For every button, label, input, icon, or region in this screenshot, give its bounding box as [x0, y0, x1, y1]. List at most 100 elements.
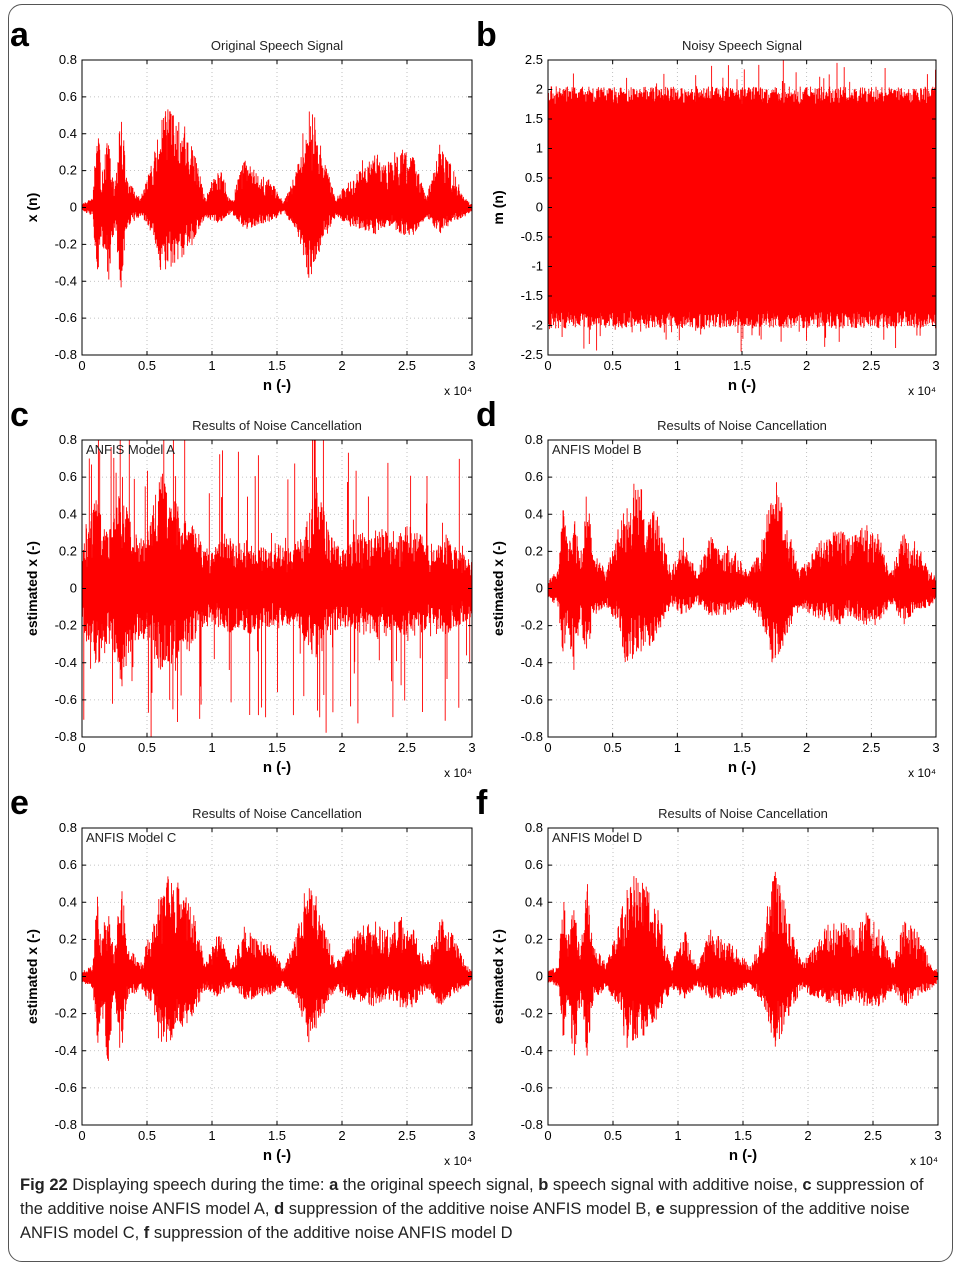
y-tick-label: 0.6: [59, 857, 77, 872]
y-tick-label: -2.5: [521, 347, 543, 362]
x-tick-label: 0: [78, 740, 85, 755]
x-tick-label: 0.5: [604, 358, 622, 373]
y-tick-label: -0.2: [55, 236, 77, 251]
x-tick-label: 2: [338, 740, 345, 755]
x-tick-label: 1: [208, 1128, 215, 1143]
x-tick-label: 2.5: [862, 740, 880, 755]
y-tick-label: -0.8: [521, 729, 543, 744]
x-tick-label: 1.5: [733, 358, 751, 373]
caption-letter-d: d: [274, 1200, 285, 1218]
y-tick-label: 0.6: [59, 89, 77, 104]
y-tick-label: -1.5: [521, 288, 543, 303]
y-tick-label: -0.2: [521, 1006, 543, 1021]
y-tick-label: 0.4: [525, 506, 543, 521]
x-tick-label: 3: [932, 740, 939, 755]
y-tick-label: 0.2: [525, 931, 543, 946]
chart-title: Noisy Speech Signal: [682, 38, 802, 53]
x-tick-label: 1: [674, 358, 681, 373]
x-tick-label: 0: [544, 1128, 551, 1143]
y-tick-label: 0.8: [59, 52, 77, 67]
caption-text-d: suppression of the additive noise ANFIS …: [284, 1200, 656, 1218]
y-tick-label: 0.2: [525, 543, 543, 558]
y-tick-label: 0: [70, 581, 77, 596]
y-tick-label: 0.8: [59, 820, 77, 835]
y-tick-label: -0.4: [55, 1043, 77, 1058]
caption-text-f: suppression of the additive noise ANFIS …: [149, 1224, 513, 1242]
panel-letter-d: d: [476, 396, 497, 434]
x-tick-label: 2: [804, 1128, 811, 1143]
y-axis-label: estimated x (-): [490, 929, 506, 1024]
x-axis-label: n (-): [263, 759, 291, 776]
panel-letter-f: f: [476, 784, 488, 822]
y-tick-label: 0.8: [525, 432, 543, 447]
caption-letter-b: b: [538, 1176, 549, 1194]
model-annotation: ANFIS Model B: [552, 442, 642, 457]
y-tick-label: -0.2: [521, 618, 543, 633]
x-tick-label: 2.5: [398, 358, 416, 373]
x-tick-label: 0.5: [138, 1128, 156, 1143]
x-tick-label: 1: [208, 358, 215, 373]
x-tick-label: 2: [803, 358, 810, 373]
y-tick-label: 2: [536, 82, 543, 97]
x-tick-label: 1.5: [733, 740, 751, 755]
y-tick-label: -0.4: [521, 655, 543, 670]
x-tick-label: 3: [468, 1128, 475, 1143]
y-tick-label: 0: [536, 200, 543, 215]
x-tick-label: 0.5: [138, 740, 156, 755]
y-tick-label: -0.4: [55, 273, 77, 288]
y-tick-label: 0.6: [525, 857, 543, 872]
y-tick-label: 0.8: [59, 432, 77, 447]
y-tick-label: 0.6: [59, 469, 77, 484]
y-tick-label: 1: [536, 141, 543, 156]
caption-parts: a the original speech signal, b speech s…: [20, 1176, 924, 1242]
panel-letter-e: e: [10, 784, 29, 822]
y-tick-label: -0.8: [55, 729, 77, 744]
chart-title: Results of Noise Cancellation: [192, 806, 362, 821]
x-tick-label: 2: [338, 1128, 345, 1143]
caption-letter-a: a: [329, 1176, 339, 1194]
caption-text-b: speech signal with additive noise,: [548, 1176, 803, 1194]
x-tick-label: 1.5: [734, 1128, 752, 1143]
y-tick-label: -0.6: [521, 692, 543, 707]
caption-letter-f: f: [143, 1224, 150, 1242]
x-tick-label: 3: [932, 358, 939, 373]
x-axis-multiplier: x 10⁴: [444, 766, 472, 780]
y-tick-label: 0: [536, 581, 543, 596]
x-tick-label: 0.5: [604, 1128, 622, 1143]
y-tick-label: 2.5: [525, 52, 543, 67]
y-tick-label: 0.2: [59, 931, 77, 946]
x-tick-label: 1: [208, 740, 215, 755]
y-tick-label: -0.4: [521, 1043, 543, 1058]
y-tick-label: -0.6: [55, 1080, 77, 1095]
model-annotation: ANFIS Model D: [552, 830, 642, 845]
x-tick-label: 0: [544, 740, 551, 755]
y-tick-label: -0.2: [55, 618, 77, 633]
y-tick-label: 0.6: [525, 469, 543, 484]
x-tick-label: 0.5: [138, 358, 156, 373]
y-axis-label: estimated x (-): [24, 929, 40, 1024]
chart-title: Results of Noise Cancellation: [657, 418, 827, 433]
x-axis-multiplier: x 10⁴: [910, 1154, 938, 1168]
x-tick-label: 2.5: [398, 740, 416, 755]
y-tick-label: 1.5: [525, 111, 543, 126]
y-tick-label: -0.8: [55, 1117, 77, 1132]
panel-a: a Original Speech Signal 0 0.5 1 1.5 2 2.5 3 -0.8…: [10, 16, 476, 398]
x-axis-label: n (-): [263, 377, 291, 394]
model-annotation: ANFIS Model A: [86, 442, 175, 457]
x-tick-label: 1.5: [268, 740, 286, 755]
x-tick-label: 3: [468, 358, 475, 373]
x-tick-label: 3: [934, 1128, 941, 1143]
figure-caption: Fig 22 Displaying speech during the time…: [20, 1173, 945, 1245]
x-axis-label: n (-): [728, 759, 756, 776]
y-tick-label: 0.5: [525, 170, 543, 185]
panel-e: e Results of Noise Cancellation 0 0.5 1 1.5 2 2…: [10, 784, 476, 1168]
y-tick-label: 0.2: [59, 543, 77, 558]
chart-title: Original Speech Signal: [211, 38, 343, 53]
caption-text-e: suppression of the additive noise ANFIS …: [20, 1200, 910, 1242]
y-tick-label: 0.2: [59, 163, 77, 178]
caption-letter-c: c: [802, 1176, 812, 1194]
y-tick-label: -0.5: [521, 229, 543, 244]
y-tick-label: 0.4: [59, 506, 77, 521]
x-axis-multiplier: x 10⁴: [444, 384, 472, 398]
